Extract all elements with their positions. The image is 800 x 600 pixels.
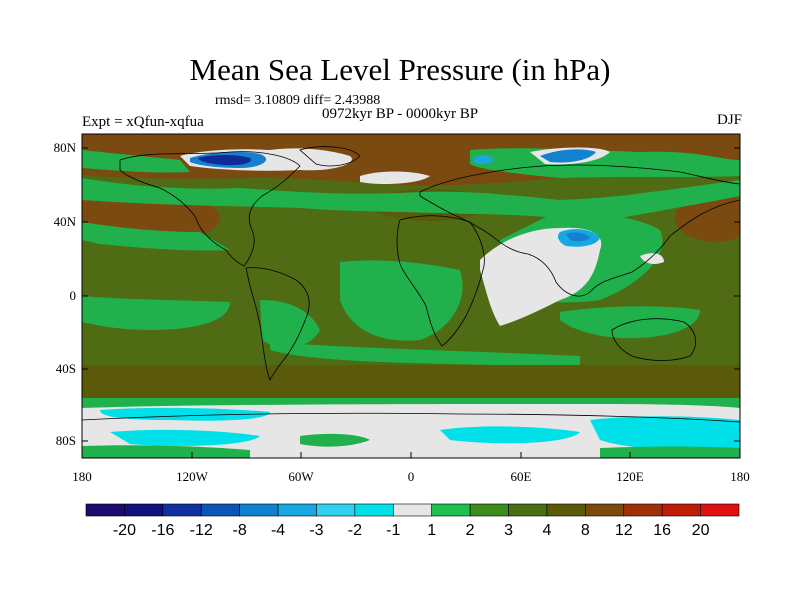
- colorbar-swatch: [623, 503, 663, 517]
- colorbar-label: -8: [233, 522, 247, 539]
- colorbar-swatch: [700, 503, 740, 517]
- colorbar-label: 4: [542, 522, 551, 539]
- colorbar-label: 2: [466, 522, 475, 539]
- siberia-neg-anomaly: [540, 149, 596, 163]
- lon-tick-label: 180: [72, 469, 92, 484]
- tibet-strong-neg: [566, 232, 590, 242]
- atlantic-africa-green: [340, 260, 463, 341]
- colorbar-swatch: [585, 503, 625, 517]
- colorbar: -20 -16 -12 -8 -4 -3 -2 -1 1 2 3 4 8 12 16 20: [85, 503, 740, 539]
- coastlines: [82, 146, 740, 423]
- colorbar-swatch: [392, 503, 433, 517]
- lon-tick-label: 120E: [616, 469, 644, 484]
- lat-tick-label: 40N: [54, 214, 77, 229]
- southern-midlat-green: [270, 342, 580, 366]
- colorbar-label: 8: [581, 522, 590, 539]
- colorbar-swatch: [162, 503, 202, 517]
- experiment-label: Expt = xQfun-xqfua: [82, 114, 204, 130]
- antarctic-green-bottom: [82, 445, 250, 458]
- antarctic-cyan-2: [110, 429, 260, 446]
- tropic-green-ne-pacific: [82, 222, 230, 251]
- antarctic-green-bottom-east: [600, 446, 740, 458]
- colorbar-swatch: [661, 503, 701, 517]
- colorbar-label: 16: [653, 522, 671, 539]
- eurasia-outline: [419, 164, 740, 297]
- colorbar-label: 12: [615, 522, 633, 539]
- antarctic-cyan-4: [590, 416, 740, 451]
- lon-axis: 180 120W 60W 0 60E 120E 180: [72, 452, 750, 484]
- colorbar-swatch: [85, 503, 125, 517]
- colorbar-swatch: [546, 503, 586, 517]
- greenland-outline: [299, 146, 361, 167]
- southern-brown-band: [82, 365, 740, 399]
- scandinavia-anomaly: [474, 155, 494, 165]
- africa-outline: [396, 215, 485, 347]
- pressure-field: [82, 134, 740, 458]
- colorbar-swatch: [431, 503, 471, 517]
- lon-tick-label: 60E: [511, 469, 532, 484]
- time-period-label: 0972kyr BP - 0000kyr BP: [322, 106, 479, 122]
- colorbar-swatch: [239, 503, 279, 517]
- canada-strong-neg: [198, 155, 251, 166]
- season-label: DJF: [716, 112, 742, 128]
- colorbar-label: -20: [113, 522, 136, 539]
- map-title: Mean Sea Level Pressure (in hPa): [189, 52, 611, 87]
- colorbar-swatch: [124, 503, 164, 517]
- colorbar-label: 3: [504, 522, 513, 539]
- lat-tick-label: 40S: [56, 361, 76, 376]
- lon-tick-label: 180: [730, 469, 750, 484]
- antarctic-cyan-3: [440, 426, 580, 444]
- lon-tick-label: 0: [408, 469, 415, 484]
- colorbar-label: -16: [151, 522, 174, 539]
- lat-tick-label: 0: [70, 288, 77, 303]
- colorbar-swatch: [200, 503, 240, 517]
- lat-tick-label: 80S: [56, 433, 76, 448]
- colorbar-label: -2: [348, 522, 362, 539]
- australia-outline: [611, 318, 697, 361]
- colorbar-label: -3: [309, 522, 323, 539]
- lon-tick-label: 60W: [288, 469, 314, 484]
- colorbar-swatch: [354, 503, 394, 517]
- atlantic-near-zero: [360, 171, 430, 184]
- colorbar-label: -4: [271, 522, 285, 539]
- colorbar-label: -12: [190, 522, 213, 539]
- lat-tick-label: 80N: [54, 140, 77, 155]
- colorbar-swatch: [277, 503, 317, 517]
- lon-tick-label: 120W: [176, 469, 209, 484]
- japan-near-zero: [640, 253, 664, 264]
- colorbar-swatch: [316, 503, 356, 517]
- north-america-outline: [119, 151, 301, 267]
- colorbar-label: 20: [692, 522, 710, 539]
- south-america-outline: [245, 267, 310, 381]
- south-america-green: [260, 300, 320, 348]
- west-pacific-high: [675, 194, 740, 242]
- colorbar-label: 1: [427, 522, 436, 539]
- alaska-green: [82, 150, 190, 173]
- antarctica-outline: [82, 412, 740, 423]
- south-pacific-green: [82, 296, 230, 330]
- colorbar-label: -1: [386, 522, 400, 539]
- colorbar-swatch: [469, 503, 509, 517]
- indian-ocean-near-zero: [480, 227, 602, 326]
- antarctic-green-patch: [300, 433, 370, 447]
- colorbar-swatch: [508, 503, 548, 517]
- rmsd-diff-stats: rmsd= 3.10809 diff= 2.43988: [215, 93, 381, 108]
- lat-axis: 80N 40N 0 40S 80S: [54, 140, 740, 448]
